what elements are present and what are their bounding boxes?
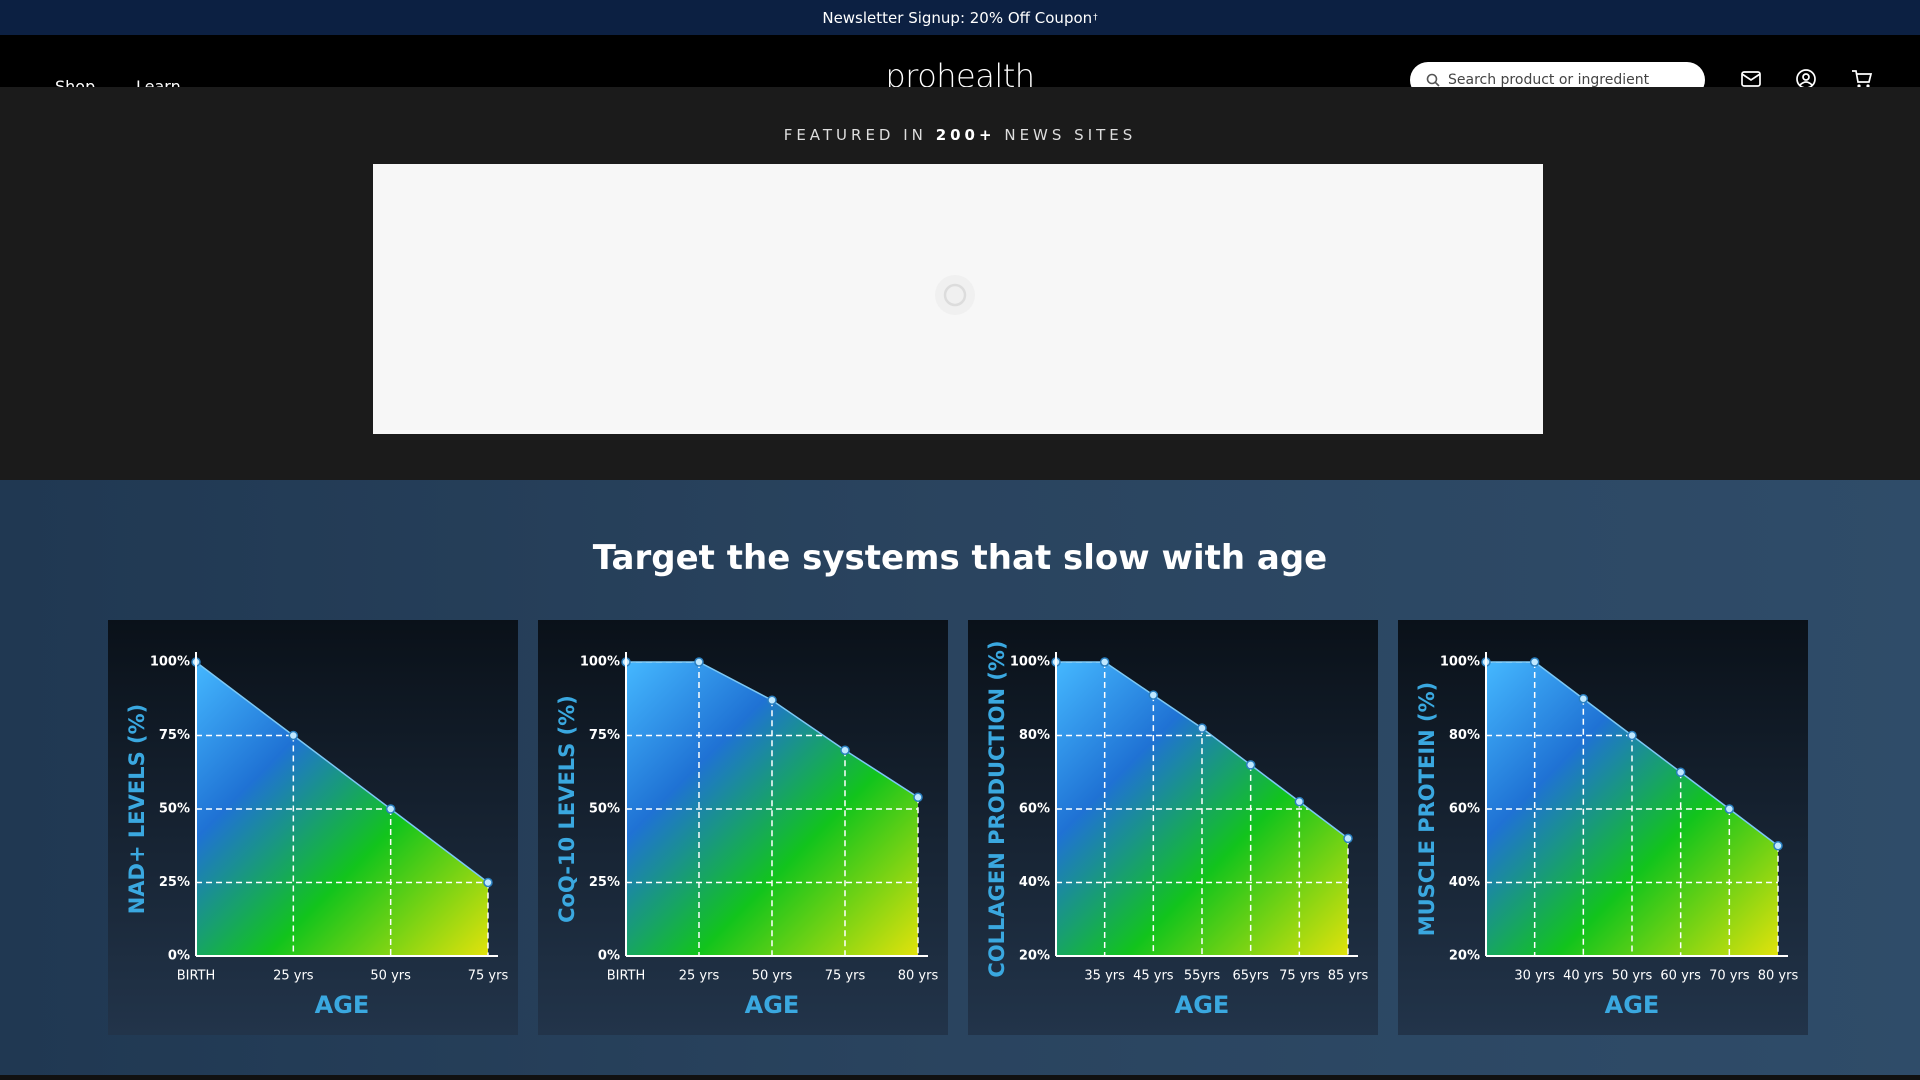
x-tick-label: 60 yrs bbox=[1660, 969, 1701, 984]
mail-icon[interactable] bbox=[1740, 68, 1762, 90]
announcement-bar[interactable]: Newsletter Signup: 20% Off Coupon † bbox=[0, 0, 1920, 35]
point bbox=[1773, 841, 1783, 851]
point bbox=[1529, 657, 1540, 667]
y-tick-label: 40% bbox=[1019, 875, 1050, 890]
x-axis-title: AGE bbox=[315, 991, 370, 1019]
point bbox=[288, 730, 299, 741]
point bbox=[1197, 723, 1207, 733]
point bbox=[385, 804, 396, 814]
x-tick-label: 50 yrs bbox=[370, 969, 411, 984]
x-tick-label: 75 yrs bbox=[468, 969, 509, 984]
y-axis-title: NAD+ LEVELS (%) bbox=[125, 704, 149, 915]
x-tick-label: BIRTH bbox=[607, 969, 646, 984]
y-tick-label: 60% bbox=[1019, 802, 1050, 817]
y-tick-label: 25% bbox=[589, 875, 620, 890]
charts: 100% 75% 50% 25% 0% BIRTH 25 yrs 50 yrs 75 yrs NA… bbox=[108, 620, 1808, 1035]
point bbox=[913, 792, 923, 802]
x-tick-label: 70 yrs bbox=[1709, 969, 1750, 984]
featured-count: 200+ bbox=[935, 126, 996, 144]
x-tick-label: 50 yrs bbox=[1612, 969, 1653, 984]
y-tick-label: 50% bbox=[589, 802, 620, 817]
y-tick-label: 80% bbox=[1449, 728, 1480, 743]
y-tick-label: 20% bbox=[1019, 949, 1050, 964]
press-logos-frame bbox=[373, 164, 1543, 434]
featured-prefix: FEATURED IN bbox=[783, 126, 927, 144]
y-tick-label: 0% bbox=[168, 949, 190, 964]
x-tick-label: 35 yrs bbox=[1084, 969, 1125, 984]
y-axis-title: CoQ-10 LEVELS (%) bbox=[555, 695, 579, 923]
x-tick-label: 80 yrs bbox=[1758, 969, 1799, 984]
x-axis-title: AGE bbox=[745, 991, 800, 1019]
y-tick-label: 20% bbox=[1449, 949, 1480, 964]
next-section-edge bbox=[0, 1075, 1920, 1080]
x-tick-label: 75 yrs bbox=[1279, 969, 1320, 984]
announcement-mark: † bbox=[1093, 12, 1098, 23]
point bbox=[767, 695, 777, 705]
y-tick-label: 25% bbox=[159, 875, 190, 890]
x-tick-label: 55yrs bbox=[1184, 969, 1221, 984]
section-title: Target the systems that slow with age bbox=[592, 538, 1328, 578]
point bbox=[840, 745, 850, 755]
x-tick-label: 45 yrs bbox=[1133, 969, 1174, 984]
y-tick-label: 100% bbox=[1440, 655, 1480, 670]
point bbox=[1724, 804, 1735, 814]
point bbox=[1627, 730, 1637, 741]
point bbox=[1148, 690, 1159, 700]
x-tick-label: BIRTH bbox=[177, 969, 216, 984]
cart-icon[interactable] bbox=[1851, 68, 1873, 90]
y-axis-title: COLLAGEN PRODUCTION (%) bbox=[985, 640, 1009, 977]
y-axis-title: MUSCLE PROTEIN (%) bbox=[1415, 682, 1439, 937]
y-tick-label: 75% bbox=[159, 728, 190, 743]
y-tick-label: 75% bbox=[589, 728, 620, 743]
featured-suffix: NEWS SITES bbox=[1004, 126, 1137, 144]
point bbox=[1343, 833, 1353, 844]
y-tick-label: 60% bbox=[1449, 802, 1480, 817]
loading-spinner bbox=[935, 275, 975, 315]
point bbox=[483, 877, 493, 888]
y-tick-label: 100% bbox=[1010, 655, 1050, 670]
y-tick-label: 80% bbox=[1019, 728, 1050, 743]
announcement-text[interactable]: Newsletter Signup: 20% Off Coupon bbox=[822, 8, 1093, 27]
point bbox=[694, 657, 704, 667]
point bbox=[1675, 767, 1686, 777]
search-placeholder[interactable]: Search product or ingredient bbox=[1448, 72, 1650, 88]
x-axis-title: AGE bbox=[1175, 991, 1230, 1019]
featured-heading: FEATURED IN 200+ NEWS SITES bbox=[0, 126, 1920, 144]
y-tick-label: 40% bbox=[1449, 875, 1480, 890]
x-tick-label: 80 yrs bbox=[898, 969, 939, 984]
point bbox=[1245, 760, 1256, 770]
point bbox=[1099, 657, 1110, 667]
x-tick-label: 75 yrs bbox=[825, 969, 866, 984]
y-tick-label: 100% bbox=[150, 655, 190, 670]
x-tick-label: 40 yrs bbox=[1563, 969, 1604, 984]
x-tick-label: 65yrs bbox=[1232, 969, 1269, 984]
x-tick-label: 85 yrs bbox=[1328, 969, 1369, 984]
x-tick-label: 25 yrs bbox=[273, 969, 314, 984]
y-tick-label: 50% bbox=[159, 802, 190, 817]
x-tick-label: 25 yrs bbox=[679, 969, 720, 984]
logo-name[interactable]: prohealth bbox=[885, 57, 1035, 95]
line bbox=[195, 661, 489, 884]
x-axis-title: AGE bbox=[1605, 991, 1660, 1019]
x-tick-label: 50 yrs bbox=[752, 969, 793, 984]
point bbox=[1294, 796, 1305, 807]
y-tick-label: 0% bbox=[598, 949, 620, 964]
point bbox=[1578, 694, 1589, 704]
x-tick-label: 30 yrs bbox=[1514, 969, 1555, 984]
y-tick-label: 100% bbox=[580, 655, 620, 670]
search-icon bbox=[1426, 73, 1440, 87]
